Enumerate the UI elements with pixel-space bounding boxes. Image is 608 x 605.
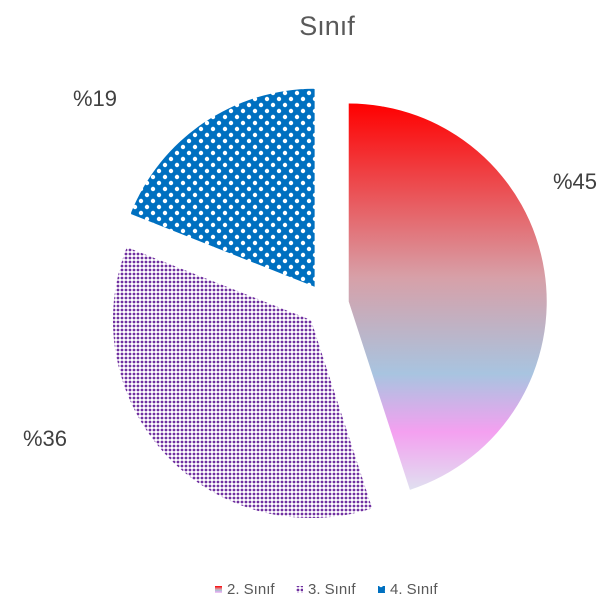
data-label: %36: [23, 426, 67, 451]
legend-label: 4. Sınıf: [390, 581, 438, 598]
legend-swatch: [378, 586, 385, 593]
data-label: %19: [73, 86, 117, 111]
pie-slice: [112, 247, 373, 519]
pie-slice: [348, 103, 547, 490]
legend-swatch: [296, 586, 303, 593]
data-label: %45: [553, 169, 597, 194]
pie-slice: [130, 88, 315, 287]
legend-label: 3. Sınıf: [308, 581, 356, 598]
legend-swatch: [215, 586, 222, 593]
legend-label: 2. Sınıf: [227, 581, 275, 598]
chart-title: Sınıf: [299, 11, 355, 41]
